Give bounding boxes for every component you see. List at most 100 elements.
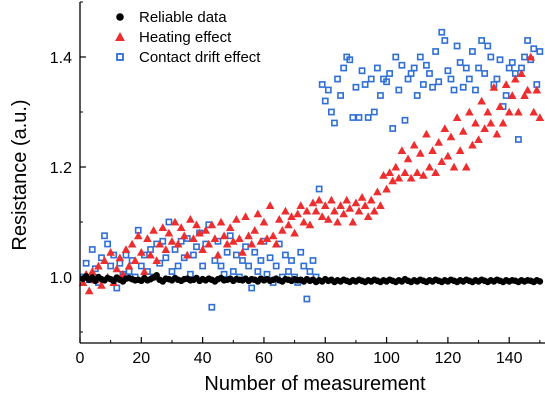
contact-drift-effect-point	[493, 75, 501, 83]
heating-effect-point	[455, 146, 465, 154]
heating-effect-point	[130, 256, 140, 264]
heating-effect-point	[363, 212, 373, 220]
heating-effect-point	[394, 173, 404, 182]
heating-effect-point	[201, 225, 210, 234]
heating-effect-point	[428, 146, 437, 154]
contact-drift-effect-point	[450, 86, 458, 94]
contact-drift-effect-point	[462, 64, 470, 72]
contact-drift-effect-point	[190, 251, 197, 259]
heating-effect-point	[511, 74, 520, 83]
heating-effect-point	[379, 170, 388, 179]
heating-effect-point	[514, 107, 523, 116]
contact-drift-effect-point	[524, 37, 532, 44]
contact-drift-effect-point	[521, 53, 528, 61]
heating-effect-point	[336, 201, 345, 209]
heating-effect-point	[317, 212, 327, 220]
contact-drift-effect-point	[383, 78, 390, 86]
heating-effect-point	[458, 126, 468, 135]
y-tick-label: 1.4	[50, 50, 72, 67]
series-circle	[79, 272, 544, 286]
heating-effect-point	[247, 239, 256, 248]
heating-effect-point	[339, 209, 348, 218]
heating-effect-point	[250, 225, 260, 234]
heating-effect-point	[161, 245, 171, 253]
heating-effect-point	[440, 124, 450, 132]
heating-effect-point	[176, 223, 186, 231]
heating-effect-point	[507, 91, 517, 99]
heating-effect-point	[265, 201, 275, 209]
heating-effect-point	[112, 264, 122, 273]
heating-effect-point	[465, 107, 474, 116]
contact-drift-effect-point	[377, 92, 384, 99]
contact-drift-effect-point	[416, 53, 424, 61]
heating-effect-point	[244, 231, 253, 240]
heating-effect-point	[137, 247, 146, 256]
heating-effect-point	[198, 245, 207, 253]
heating-effect-point	[416, 148, 425, 157]
contact-drift-effect-point	[82, 259, 90, 267]
heating-effect-point	[419, 170, 428, 179]
contact-drift-effect-point	[223, 248, 231, 256]
contact-drift-effect-point	[288, 257, 295, 264]
contact-drift-effect-point	[245, 262, 253, 270]
contact-drift-effect-point	[456, 59, 464, 66]
heating-effect-point	[216, 217, 226, 226]
contact-drift-effect-point	[373, 64, 381, 72]
heating-effect-point	[474, 135, 483, 143]
contact-drift-effect-point	[444, 67, 452, 75]
heating-effect-point	[342, 195, 352, 204]
contact-drift-effect-point	[315, 185, 323, 193]
heating-effect-point	[351, 198, 361, 207]
contact-drift-effect-point	[386, 70, 394, 77]
legend-heating-effect-label: Heating effect	[139, 29, 232, 46]
heating-effect-point	[373, 187, 382, 196]
heating-effect-point	[357, 192, 367, 201]
x-tick-label: 120	[435, 350, 462, 367]
contact-drift-effect-point	[300, 262, 308, 270]
x-tick-label: 20	[132, 350, 150, 367]
heating-effect-point	[501, 80, 511, 88]
heating-effect-point	[133, 231, 143, 240]
heating-effect-point	[167, 236, 177, 245]
contact-drift-effect-point	[174, 262, 182, 270]
heating-effect-point	[400, 168, 410, 176]
contact-drift-effect-point	[478, 37, 486, 44]
contact-drift-effect-point	[272, 262, 280, 270]
heating-effect-point	[489, 82, 499, 91]
heating-effect-point	[189, 234, 198, 242]
heating-effect-point	[388, 176, 398, 185]
heating-effect-point	[452, 113, 462, 121]
legend-contact-drift-effect-marker	[116, 53, 124, 61]
y-axis-title: Resistance (a.u.)	[9, 99, 31, 250]
heating-effect-point	[241, 212, 250, 220]
heating-effect-point	[207, 220, 217, 229]
contact-drift-effect-point	[107, 262, 115, 270]
heating-effect-point	[523, 85, 532, 94]
heating-effect-point	[192, 220, 201, 229]
heating-effect-point	[468, 140, 477, 149]
heating-effect-point	[97, 280, 106, 289]
contact-drift-effect-point	[116, 259, 124, 267]
heating-effect-point	[397, 146, 407, 154]
contact-drift-effect-point	[266, 254, 274, 262]
heating-effect-point	[422, 129, 431, 138]
heating-effect-point	[434, 137, 443, 146]
contact-drift-effect-point	[401, 116, 409, 124]
heating-effect-point	[345, 203, 355, 212]
contact-drift-effect-point	[355, 114, 363, 121]
contact-drift-effect-point	[407, 70, 415, 77]
axes: 0 20 40 60 80 100 120 140 1.0 1.2 1.4	[50, 1, 545, 367]
legend: Reliable data Heating effect Contact drift…	[115, 9, 261, 66]
contact-drift-effect-point	[346, 56, 354, 64]
heating-effect-point	[305, 220, 315, 229]
heating-effect-point	[406, 173, 416, 182]
contact-drift-effect-point	[282, 251, 289, 259]
legend-heating-effect-marker	[115, 32, 125, 41]
heating-effect-point	[127, 239, 137, 248]
heating-effect-point	[437, 157, 447, 165]
heating-effect-point	[235, 234, 244, 242]
contact-drift-effect-point	[395, 86, 403, 94]
heating-effect-point	[100, 256, 109, 264]
heating-effect-point	[529, 107, 539, 116]
